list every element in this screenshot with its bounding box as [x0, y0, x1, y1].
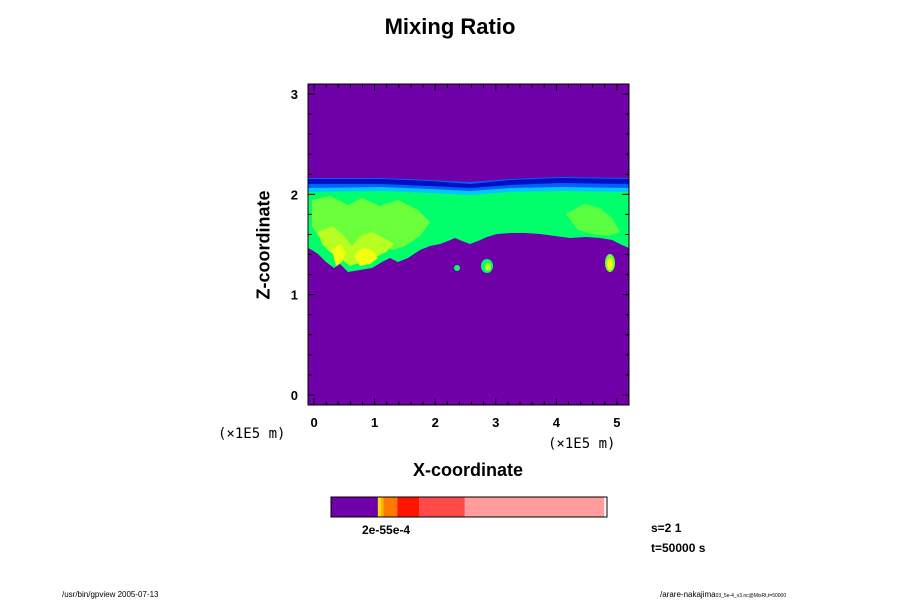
y-tick-label: 0 — [291, 388, 298, 403]
plot-area — [308, 84, 629, 405]
cloud-top-cyan-edge — [308, 187, 629, 195]
footer-left: /usr/bin/gpview 2005-07-13 — [62, 590, 159, 599]
x-tick-label: 4 — [553, 415, 561, 430]
x-tick-label: 0 — [310, 415, 317, 430]
colorbar-segment — [377, 497, 381, 517]
colorbar-segment — [419, 497, 465, 517]
x-axis-label: X-coordinate — [412, 460, 524, 480]
cloud-blob-3 — [454, 265, 460, 271]
cloud-top-navy-edge — [308, 178, 629, 188]
footer-right-sub: 03_5e-4_v3.nc@MixRt,t=50000 — [715, 593, 787, 599]
y-tick-label: 2 — [291, 187, 298, 202]
y-unit-label: (×1E5 m) — [218, 426, 286, 442]
cloud-blob-1-core — [485, 263, 491, 271]
x-unit-label: (×1E5 m) — [548, 436, 616, 452]
colorbar-frame — [330, 496, 608, 518]
cloud-yellow-core-1 — [354, 248, 378, 266]
colorbar — [330, 496, 608, 518]
footer-right-main: /arare-nakajima — [660, 590, 716, 599]
chart-title: Mixing Ratio — [384, 14, 516, 39]
y-tick-label: 1 — [291, 288, 298, 303]
x-tick-label: 5 — [613, 415, 620, 430]
y-axis-ticks: 0 1 2 3 — [291, 87, 629, 403]
t-info-label: t=50000 s — [651, 541, 706, 555]
colorbar-segment — [380, 497, 384, 517]
colorbar-segment — [331, 497, 378, 517]
y-axis-label: Z-coordinate — [253, 190, 274, 300]
colorbar-tick-label: 2e-55e-4 — [362, 523, 411, 537]
footer-right: /arare-nakajima03_5e-4_v3.nc@MixRt,t=500… — [660, 590, 786, 599]
x-tick-label: 1 — [371, 415, 378, 430]
x-tick-label: 2 — [432, 415, 439, 430]
cloud-lightgreen-right — [566, 204, 620, 236]
cloud-yellow-core-2 — [332, 244, 346, 266]
x-tick-label: 3 — [492, 415, 499, 430]
colorbar-segment — [383, 497, 398, 517]
s-info-label: s=2 1 — [651, 521, 682, 535]
colorbar-segment — [464, 497, 605, 517]
plot-frame — [307, 83, 630, 406]
cloud-blob-2-core — [607, 258, 613, 270]
x-axis-ticks: 0 1 2 3 4 5 — [310, 84, 621, 430]
y-tick-label: 3 — [291, 87, 298, 102]
colorbar-segment — [397, 497, 420, 517]
